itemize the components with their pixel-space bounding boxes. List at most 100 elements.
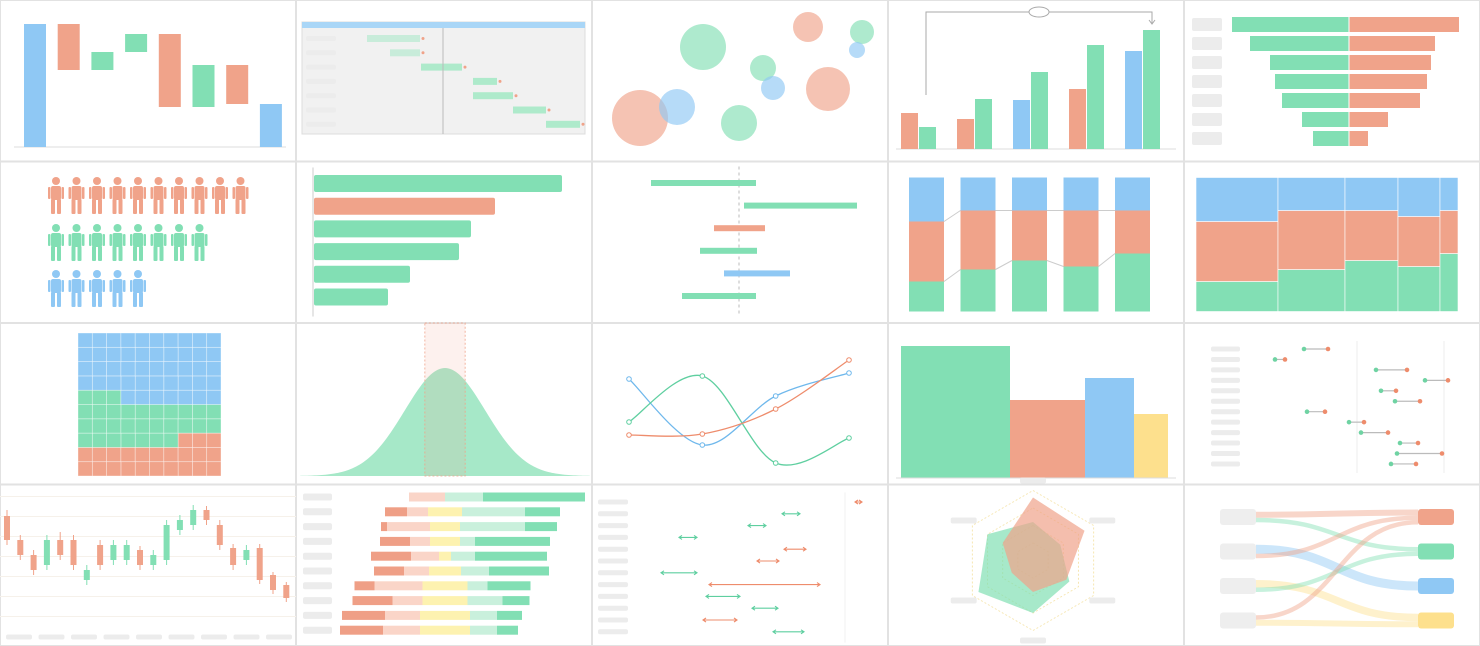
icon-part [123, 234, 126, 246]
segment [1012, 177, 1047, 211]
bar [1069, 89, 1086, 149]
label-placeholder [6, 634, 32, 640]
person-icon [171, 224, 187, 261]
bracket-badge [1028, 6, 1050, 18]
person-icon [68, 177, 85, 214]
icon-part [200, 199, 205, 214]
bubble [850, 20, 874, 44]
waffle-cell [120, 389, 136, 405]
icon-part [212, 187, 215, 199]
segment [1195, 177, 1279, 222]
person-icon [109, 270, 126, 307]
candle-body [270, 575, 276, 590]
icon-part [112, 199, 117, 214]
icon-part [194, 199, 199, 214]
task-bar [473, 92, 513, 100]
point [699, 431, 706, 437]
segment [1277, 210, 1346, 270]
label-placeholder [306, 93, 336, 99]
candle-body [57, 540, 64, 555]
segment [497, 625, 518, 635]
waffle-cell [106, 375, 122, 391]
candle-body [70, 540, 77, 565]
label-placeholder [598, 617, 628, 623]
waffle-cell [149, 346, 165, 362]
bar [1087, 45, 1104, 149]
candle-body [203, 510, 210, 520]
candle-body [43, 540, 50, 565]
label-placeholder [303, 626, 332, 634]
person-icon [89, 177, 105, 214]
candle-body [30, 555, 37, 570]
icon-part [102, 234, 105, 246]
icon-part [164, 187, 167, 199]
waffle-cell [134, 361, 150, 377]
waffle-cell [177, 332, 193, 348]
icon-part [139, 246, 143, 261]
icon-part [236, 177, 245, 185]
left-bar [1250, 36, 1349, 51]
panel [592, 0, 888, 162]
icon-part [133, 292, 137, 307]
icon-part [109, 187, 112, 199]
segment [1063, 210, 1099, 267]
candle-body [176, 520, 183, 530]
bar [314, 175, 562, 192]
icon-part [232, 187, 235, 199]
waffle-cell [134, 418, 150, 434]
label-placeholder [306, 78, 336, 84]
flow [1255, 551, 1419, 592]
waffle-cell [120, 432, 136, 448]
segment [960, 269, 996, 312]
waffle-cell [134, 332, 150, 348]
label-placeholder [306, 64, 336, 70]
start-dot [1397, 440, 1403, 446]
icon-part [92, 199, 96, 214]
panel [0, 484, 296, 646]
icon-part [153, 199, 158, 214]
segment [439, 551, 451, 561]
segment [525, 507, 560, 517]
candle-body [123, 545, 130, 560]
candle-body [243, 550, 250, 560]
task-end-dot [421, 37, 425, 40]
bubble [750, 55, 776, 81]
icon-part [52, 224, 60, 232]
waffle-cell [192, 461, 208, 477]
segment [410, 536, 430, 546]
panel [1184, 323, 1480, 485]
waffle-cell [206, 432, 222, 448]
icon-part [113, 224, 122, 232]
waffle-cell [206, 332, 222, 348]
point [699, 373, 706, 379]
waffle-cell [77, 418, 93, 434]
segment [404, 566, 429, 576]
segment [374, 566, 404, 576]
flow [1255, 515, 1419, 559]
waffle-cell [106, 447, 122, 463]
range-arrow [660, 570, 698, 576]
icon-part [194, 233, 205, 247]
waffle-cell [192, 418, 208, 434]
icon-part [82, 234, 85, 246]
icon-part [51, 186, 61, 200]
icon-part [184, 187, 187, 199]
label-placeholder [950, 597, 977, 604]
icon-part [180, 199, 184, 214]
range-bar [744, 202, 857, 209]
icon-part [57, 199, 61, 214]
density-area [300, 368, 590, 476]
icon-part [195, 224, 204, 232]
waffle-cell [120, 375, 136, 391]
label-placeholder [1211, 430, 1240, 436]
segment [475, 551, 547, 561]
waffle-cell [77, 332, 93, 348]
segment [1397, 266, 1441, 312]
start-dot [1378, 388, 1384, 394]
bar [975, 99, 992, 149]
icon-part [109, 280, 112, 292]
icon-part [133, 199, 137, 214]
range-arrow [708, 582, 821, 588]
target-node [1418, 578, 1454, 594]
